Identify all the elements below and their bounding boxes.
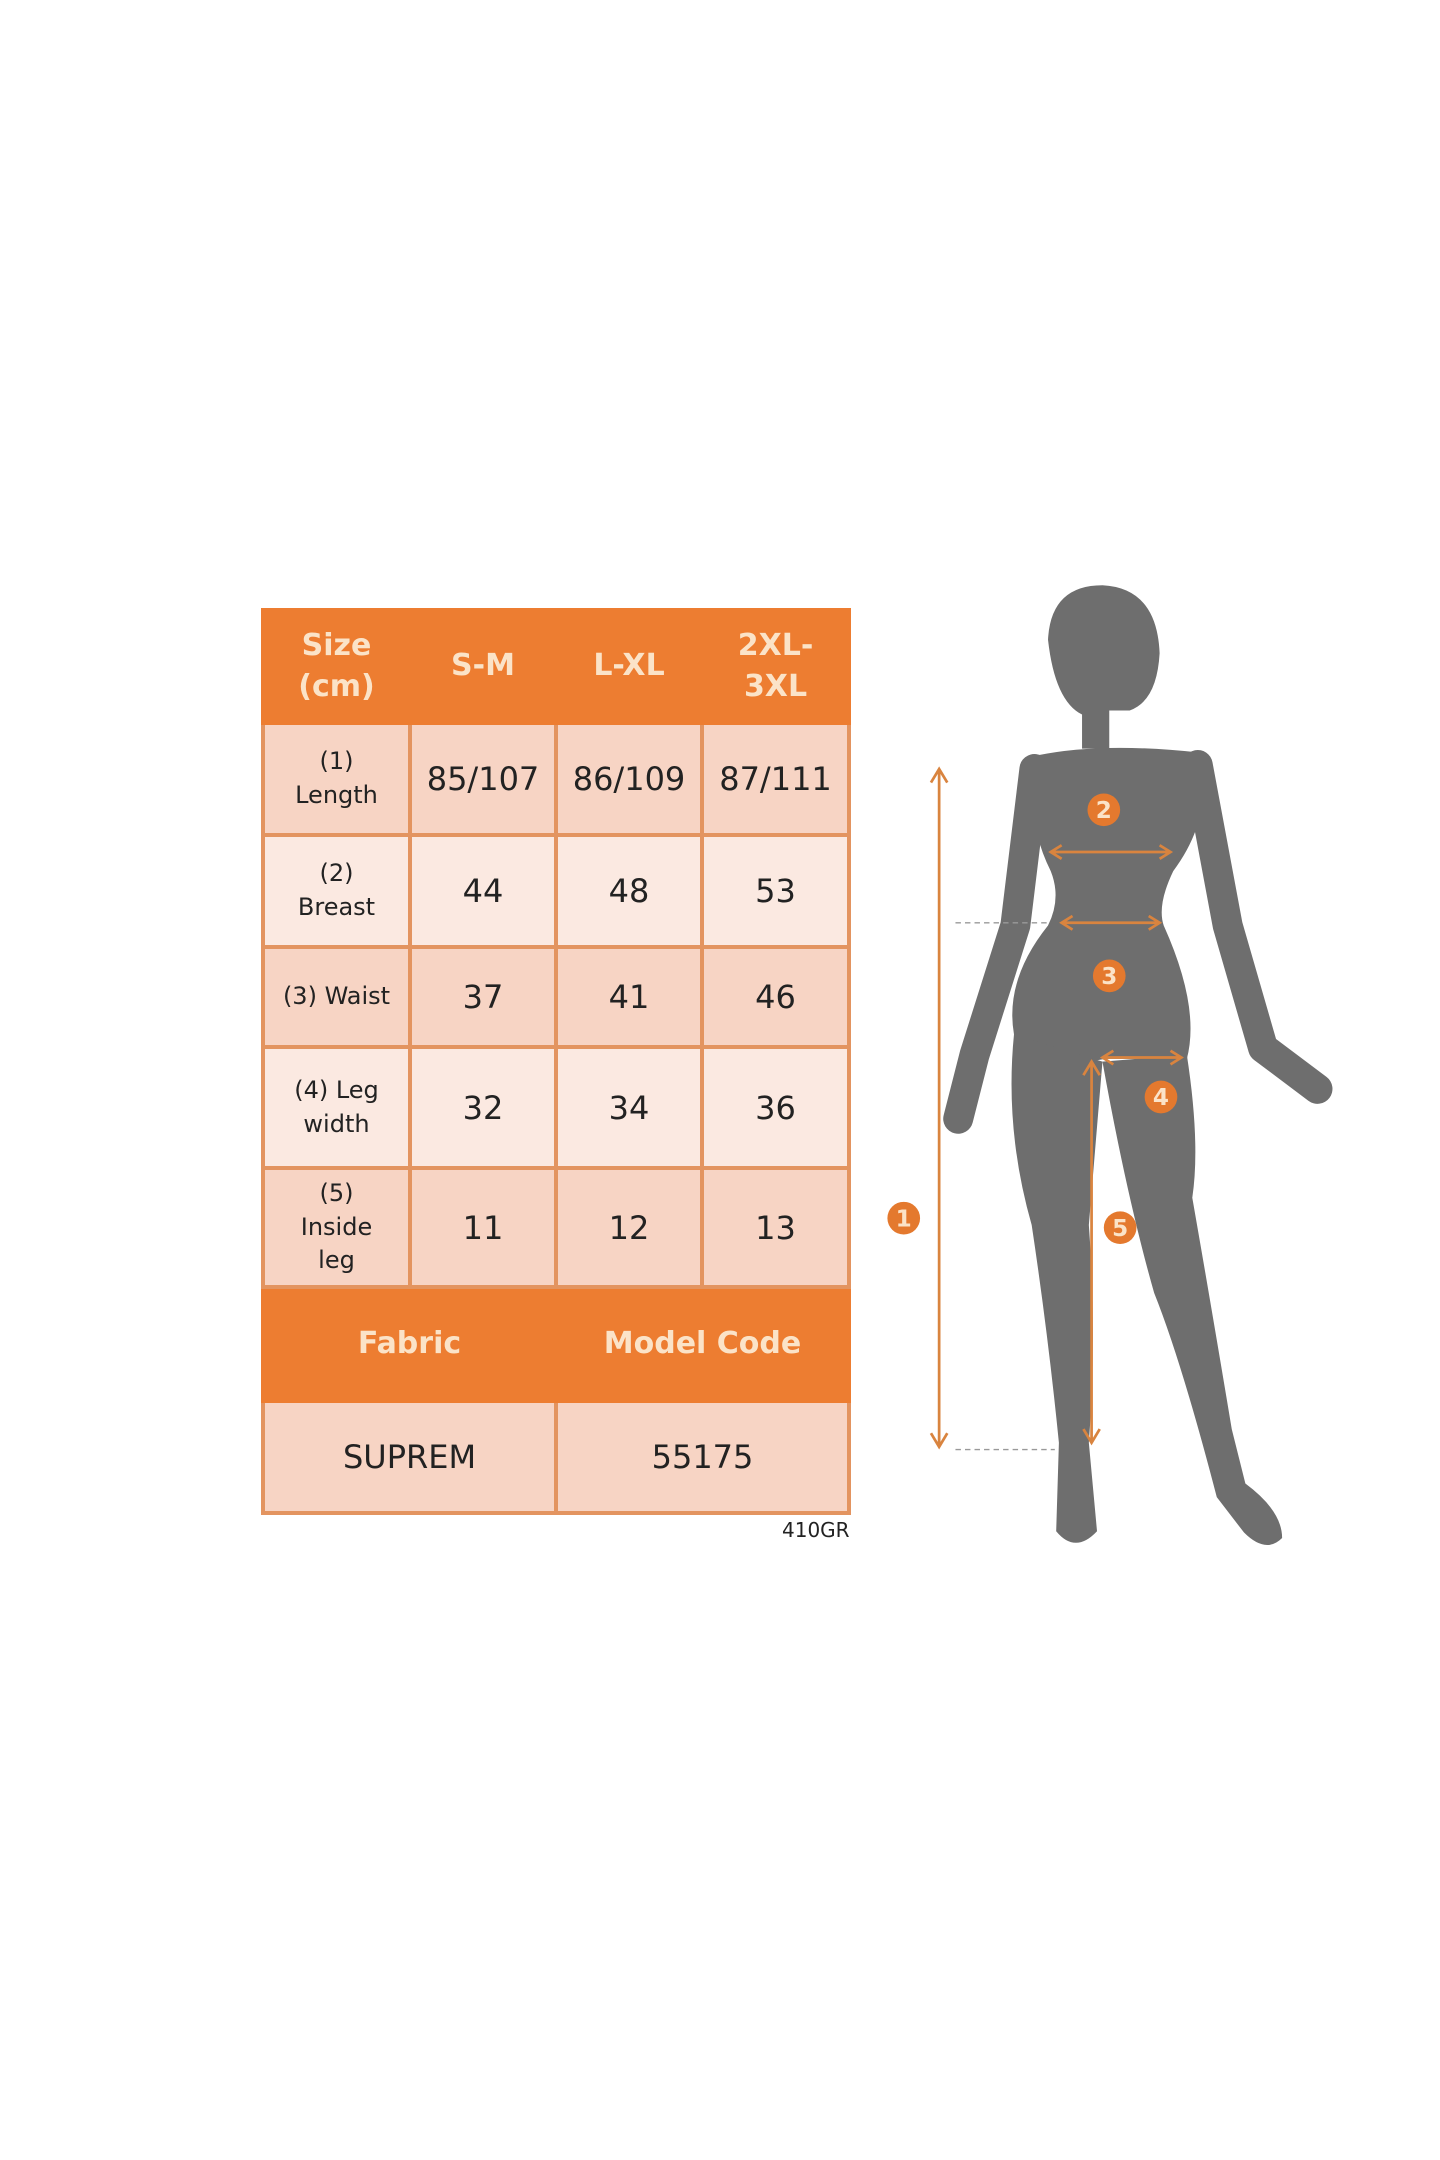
marker-2: 2 bbox=[1087, 793, 1121, 827]
cell-value: 37 bbox=[408, 945, 558, 1049]
cell-value: 36 bbox=[700, 1045, 851, 1170]
cell-value: 87/111 bbox=[700, 721, 851, 837]
row-label: (2) Breast bbox=[261, 833, 412, 949]
row-label: (5) Inside leg bbox=[261, 1166, 412, 1289]
marker-3: 3 bbox=[1092, 959, 1126, 993]
measurement-markers: 1 2 3 4 5 bbox=[887, 793, 1178, 1245]
table-row: (2) Breast 44 48 53 bbox=[261, 833, 851, 949]
cell-value: 41 bbox=[554, 945, 704, 1049]
size-s-m-header: S-M bbox=[408, 608, 558, 725]
leg-width-arrow bbox=[1099, 1049, 1184, 1066]
waist-arrow bbox=[1059, 914, 1163, 931]
length-arrow bbox=[929, 766, 949, 1450]
guide-line bbox=[955, 922, 1055, 1451]
svg-text:1: 1 bbox=[896, 1206, 912, 1232]
size-l-xl-header: L-XL bbox=[554, 608, 704, 725]
silhouette bbox=[943, 585, 1333, 1545]
cell-value: 13 bbox=[700, 1166, 851, 1289]
table-row: (3) Waist 37 41 46 bbox=[261, 945, 851, 1049]
marker-1: 1 bbox=[887, 1201, 921, 1235]
cell-value: 44 bbox=[408, 833, 558, 949]
size-header: Size (cm) bbox=[261, 608, 412, 725]
row-label: (4) Leg width bbox=[261, 1045, 412, 1170]
cell-value: 11 bbox=[408, 1166, 558, 1289]
marker-4: 4 bbox=[1144, 1080, 1178, 1114]
model-code-header: Model Code bbox=[554, 1285, 851, 1403]
row-label: (1) Length bbox=[261, 721, 412, 837]
cell-value: 46 bbox=[700, 945, 851, 1049]
table-row: (4) Leg width 32 34 36 bbox=[261, 1045, 851, 1170]
table-row: (5) Inside leg 11 12 13 bbox=[261, 1166, 851, 1289]
svg-text:5: 5 bbox=[1112, 1216, 1128, 1242]
svg-text:2: 2 bbox=[1096, 798, 1112, 824]
fabric-header: Fabric bbox=[261, 1285, 558, 1403]
row-label: (3) Waist bbox=[261, 945, 412, 1049]
info-header-row: Fabric Model Code bbox=[261, 1285, 851, 1403]
cell-value: 48 bbox=[554, 833, 704, 949]
svg-text:3: 3 bbox=[1101, 964, 1117, 990]
measurement-arrows bbox=[929, 766, 1184, 1451]
cell-value: 12 bbox=[554, 1166, 704, 1289]
inside-leg-arrow bbox=[1082, 1058, 1101, 1446]
product-code: 410GR bbox=[782, 1518, 850, 1542]
cell-value: 34 bbox=[554, 1045, 704, 1170]
left-arm-shape bbox=[943, 754, 1050, 1134]
cell-value: 86/109 bbox=[554, 721, 704, 837]
cell-value: 53 bbox=[700, 833, 851, 949]
table-row: (1) Length 85/107 86/109 87/111 bbox=[261, 721, 851, 837]
breast-arrow bbox=[1048, 844, 1174, 860]
left-leg-shape bbox=[1011, 1034, 1103, 1543]
model-code-value: 55175 bbox=[554, 1399, 851, 1515]
head-shape bbox=[1048, 585, 1160, 749]
info-value-row: SUPREM 55175 bbox=[261, 1399, 851, 1515]
right-leg-shape bbox=[1102, 1054, 1283, 1545]
cell-value: 32 bbox=[408, 1045, 558, 1170]
cell-value: 85/107 bbox=[408, 721, 558, 837]
fabric-value: SUPREM bbox=[261, 1399, 558, 1515]
marker-5: 5 bbox=[1103, 1211, 1137, 1245]
torso-shape bbox=[1012, 747, 1204, 1067]
svg-text:4: 4 bbox=[1153, 1085, 1169, 1111]
right-arm-shape bbox=[1182, 749, 1333, 1104]
size-2xl-3xl-header: 2XL- 3XL bbox=[700, 608, 851, 725]
size-chart-table: Size (cm) S-M L-XL 2XL- 3XL (1) Length 8… bbox=[261, 608, 851, 1515]
size-header-row: Size (cm) S-M L-XL 2XL- 3XL bbox=[261, 608, 851, 725]
